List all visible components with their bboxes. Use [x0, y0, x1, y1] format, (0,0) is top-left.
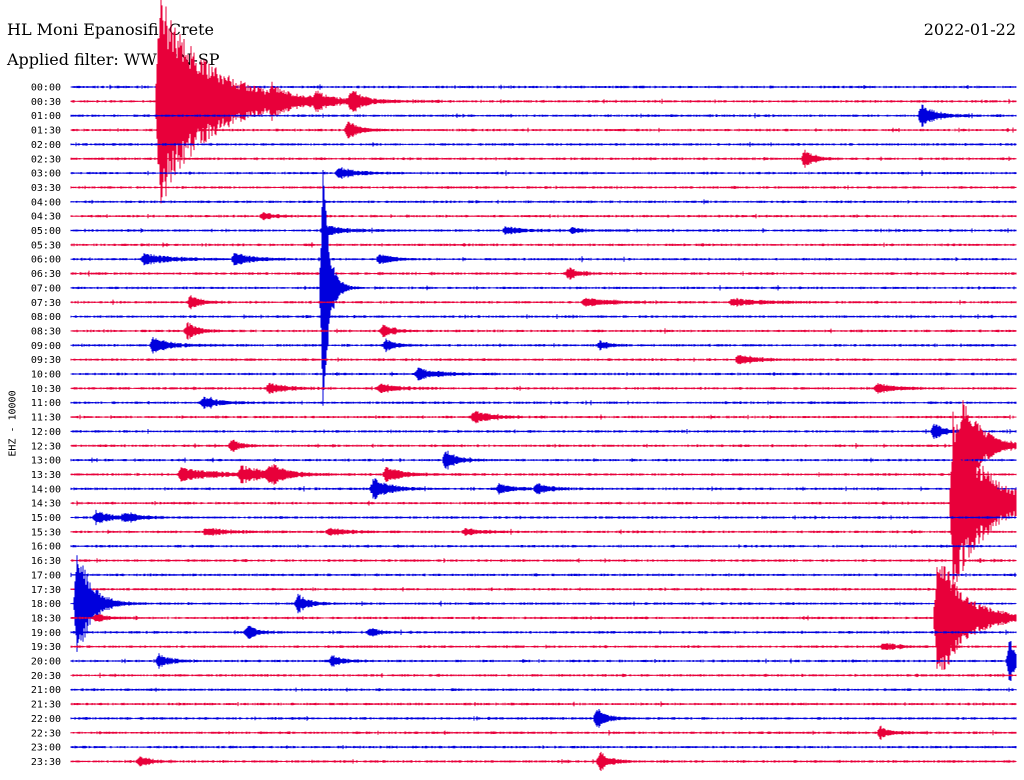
row-time-label: 22:30 [31, 728, 61, 739]
row-time-label: 01:30 [31, 126, 61, 137]
row-time-label: 12:30 [31, 441, 61, 452]
row-time-label: 20:00 [31, 657, 61, 668]
row-time-label: 08:00 [31, 312, 61, 323]
trace-2330 [70, 751, 1017, 771]
row-time-label: 06:30 [31, 269, 61, 280]
row-time-label: 15:30 [31, 527, 61, 538]
row-time-label: 11:00 [31, 398, 61, 409]
trace-0500 [70, 224, 1017, 237]
trace-0300 [70, 167, 1017, 179]
trace-1630 [70, 558, 1017, 563]
trace-2000 [70, 641, 1017, 681]
row-time-label: 14:00 [31, 484, 61, 495]
row-time-label: 00:30 [31, 97, 61, 108]
trace-2130 [70, 701, 1017, 707]
trace-0430 [70, 212, 1017, 221]
row-time-label: 00:00 [31, 83, 61, 94]
trace-1130 [70, 410, 1017, 424]
row-time-label: 02:30 [31, 154, 61, 165]
row-time-label: 09:30 [31, 355, 61, 366]
row-time-label: 18:00 [31, 599, 61, 610]
row-time-label: 21:30 [31, 700, 61, 711]
row-time-label: 02:00 [31, 140, 61, 151]
row-time-label: 15:00 [31, 513, 61, 524]
trace-1700 [70, 572, 1017, 578]
trace-1800 [70, 555, 1017, 652]
trace-1400 [70, 478, 1017, 500]
trace-1730 [70, 587, 1017, 592]
trace-1300 [70, 450, 1017, 470]
row-time-label: 10:30 [31, 384, 61, 395]
trace-0530 [70, 242, 1017, 248]
trace-1200 [70, 423, 1017, 439]
trace-1230 [70, 400, 1017, 492]
row-time-label: 19:30 [31, 642, 61, 653]
row-time-label: 13:00 [31, 456, 61, 467]
trace-0100 [70, 104, 1017, 127]
trace-1430 [70, 411, 1017, 595]
row-time-label: 11:30 [31, 413, 61, 424]
trace-2300 [70, 745, 1017, 750]
row-time-label: 05:00 [31, 226, 61, 237]
row-time-label: 04:30 [31, 212, 61, 223]
trace-2030 [70, 672, 1017, 678]
row-time-label: 07:00 [31, 283, 61, 294]
trace-1100 [70, 396, 1017, 409]
trace-1000 [70, 367, 1017, 381]
row-time-label: 16:00 [31, 542, 61, 553]
trace-1930 [70, 643, 1017, 650]
row-time-label: 19:00 [31, 628, 61, 639]
trace-0930 [70, 355, 1017, 365]
trace-2100 [70, 687, 1017, 692]
trace-0400 [70, 199, 1017, 205]
trace-0800 [70, 314, 1017, 319]
trace-0630 [70, 267, 1017, 280]
row-time-label: 08:30 [31, 326, 61, 337]
trace-0030 [70, 0, 1017, 204]
row-time-label: 03:30 [31, 183, 61, 194]
trace-1600 [70, 544, 1017, 549]
row-time-label: 07:30 [31, 298, 61, 309]
trace-0730 [70, 295, 1017, 310]
row-time-label: 03:00 [31, 169, 61, 180]
row-time-label: 05:30 [31, 240, 61, 251]
row-time-label: 10:00 [31, 370, 61, 381]
record-date: 2022-01-22 [923, 20, 1016, 39]
seismic-traces [70, 0, 1017, 771]
row-time-label: 16:30 [31, 556, 61, 567]
row-time-label: 14:30 [31, 499, 61, 510]
trace-0830 [70, 322, 1017, 340]
trace-0900 [70, 337, 1017, 354]
trace-0700 [70, 170, 1017, 406]
trace-1500 [70, 509, 1017, 526]
row-time-label: 13:30 [31, 470, 61, 481]
trace-2200 [70, 709, 1017, 728]
row-time-label: 18:30 [31, 613, 61, 624]
time-axis-labels: 00:00 00:30 01:00 01:30 02:00 02:30 03:00 03:30… [31, 83, 61, 768]
trace-1830 [70, 566, 1017, 670]
trace-1530 [70, 527, 1017, 536]
row-time-label: 23:00 [31, 743, 61, 754]
row-time-label: 21:00 [31, 685, 61, 696]
row-time-label: 17:00 [31, 570, 61, 581]
trace-0600 [70, 253, 1017, 266]
trace-1030 [70, 382, 1017, 394]
trace-0200 [70, 141, 1017, 147]
row-time-label: 23:30 [31, 757, 61, 768]
row-time-label: 22:00 [31, 714, 61, 725]
row-time-label: 17:30 [31, 585, 61, 596]
row-time-label: 04:00 [31, 197, 61, 208]
row-time-label: 12:00 [31, 427, 61, 438]
trace-1330 [70, 464, 1017, 485]
trace-0330 [70, 185, 1017, 190]
trace-1900 [70, 625, 1017, 639]
row-time-label: 09:00 [31, 341, 61, 352]
row-time-label: 06:00 [31, 255, 61, 266]
row-time-label: 01:00 [31, 111, 61, 122]
trace-0230 [70, 149, 1017, 168]
trace-2230 [70, 725, 1017, 740]
trace-0130 [70, 121, 1017, 139]
row-time-label: 20:30 [31, 671, 61, 682]
